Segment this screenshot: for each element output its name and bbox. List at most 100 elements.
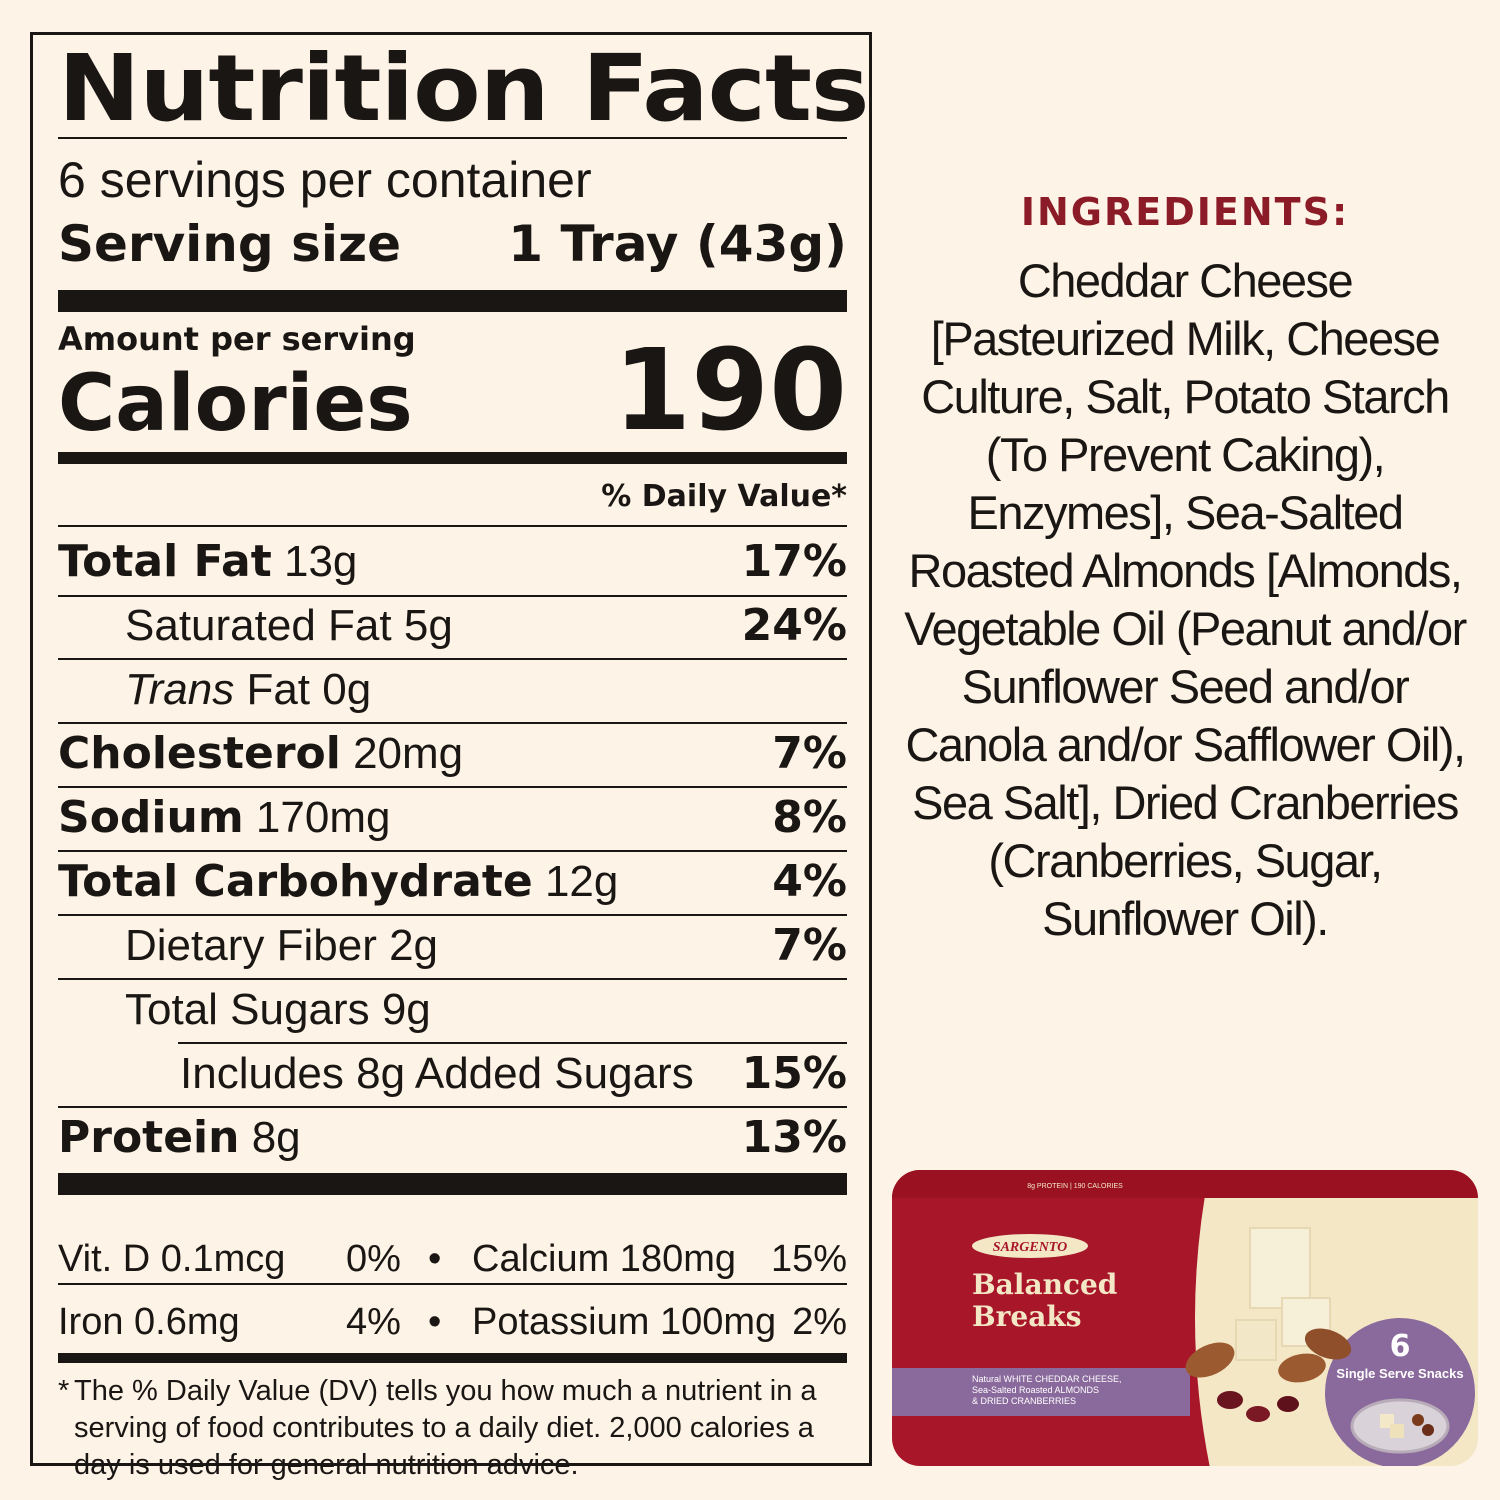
product-name-line2: Breaks: [972, 1300, 1082, 1333]
nutrient-name-suffix: Fat: [246, 665, 311, 714]
mineral-row: Vit. D 0.1mcg 0% • Calcium 180mg 15%: [58, 1238, 847, 1281]
nutrient-row-saturated-fat: Saturated Fat 5g 24%: [58, 597, 847, 657]
nutrient-row-total-sugars: Total Sugars 9g: [58, 981, 847, 1041]
nutrient-name: Cholesterol: [58, 728, 341, 779]
nutrient-row-total-fat: Total Fat 13g 17%: [58, 533, 847, 593]
mineral-left-dv: 4%: [346, 1301, 401, 1343]
mineral-left: Iron 0.6mg: [58, 1301, 240, 1343]
nutrient-row-dietary-fiber: Dietary Fiber 2g 7%: [58, 917, 847, 977]
divider: [58, 1106, 847, 1108]
nutrition-title: Nutrition Facts: [58, 35, 870, 142]
nutrient-amount: 12g: [544, 857, 619, 906]
nutrient-dv: 8%: [772, 792, 847, 843]
mineral-right-dv: 15%: [770, 1238, 847, 1280]
daily-value-header: % Daily Value*: [601, 479, 847, 514]
nutrient-amount: 0g: [322, 665, 372, 714]
nutrient-name: Saturated Fat: [125, 601, 392, 650]
package-description-band: [892, 1368, 1190, 1416]
divider: [58, 1283, 847, 1285]
cranberry-icon: [1217, 1391, 1243, 1409]
divider: [58, 595, 847, 597]
nutrition-facts-panel: Nutrition Facts 6 servings per container…: [30, 32, 872, 1481]
calories-value: 190: [613, 326, 847, 456]
nutrient-name: Sodium: [58, 792, 244, 843]
divider: [58, 658, 847, 660]
brand-logo-oval: [972, 1234, 1088, 1258]
nutrient-row-sodium: Sodium 170mg 8%: [58, 789, 847, 849]
nutrient-dv: 4%: [772, 856, 847, 907]
nutrient-amount: 5g: [403, 601, 453, 650]
footnote-text: The % Daily Value (DV) tells you how muc…: [74, 1375, 817, 1481]
nutrient-name: Total Carbohydrate: [58, 856, 533, 907]
thick-divider: [58, 1353, 847, 1363]
nutrient-amount: 8g: [251, 1113, 301, 1162]
nutrient-dv: 15%: [741, 1048, 847, 1099]
product-name-line1: Balanced: [972, 1268, 1117, 1301]
nutrient-amount: 20mg: [353, 729, 464, 778]
nutrient-amount: 170mg: [255, 793, 391, 842]
divider: [58, 850, 847, 852]
divider: [58, 137, 847, 139]
nutrient-dv: 7%: [772, 728, 847, 779]
almond-icon: [1278, 1353, 1326, 1383]
nutrient-amount: 9g: [381, 985, 431, 1034]
almond-icon: [1185, 1342, 1235, 1378]
package-count: 6: [1390, 1329, 1411, 1364]
divider: [178, 1042, 847, 1044]
thick-divider: [58, 1173, 847, 1195]
nutrient-row-protein: Protein 8g 13%: [58, 1109, 847, 1169]
bullet: •: [428, 1238, 442, 1280]
product-package-image: 8g PROTEIN | 190 CALORIES SARGENTO Balan…: [892, 1170, 1478, 1466]
almond-icon: [1412, 1414, 1424, 1426]
product-desc-line3: & DRIED CRANBERRIES: [972, 1396, 1076, 1406]
calories-label: Calories: [58, 359, 413, 449]
nutrient-name: Total Sugars: [125, 985, 370, 1034]
nutrient-row-trans-fat: Trans Fat 0g: [58, 661, 847, 721]
cranberry-icon: [1246, 1406, 1270, 1422]
product-desc-line1: Natural WHITE CHEDDAR CHEESE,: [972, 1374, 1122, 1384]
ingredients-title: INGREDIENTS:: [1020, 190, 1350, 234]
nutrient-amount: 13g: [283, 537, 358, 586]
mineral-left-dv: 0%: [346, 1238, 401, 1280]
package-count-label: Single Serve Snacks: [1336, 1366, 1463, 1381]
nutrient-row-cholesterol: Cholesterol 20mg 7%: [58, 725, 847, 785]
nutrient-name: Dietary Fiber: [125, 921, 377, 970]
divider: [58, 525, 847, 527]
package-lid-band: [892, 1170, 1478, 1198]
cheese-cube-icon: [1235, 1319, 1277, 1361]
daily-value-footnote: * The % Daily Value (DV) tells you how m…: [58, 1373, 847, 1484]
servings-per-container: 6 servings per container: [58, 152, 592, 208]
brand-logo: SARGENTO: [993, 1240, 1067, 1255]
divider: [58, 786, 847, 788]
ingredients-text: Cheddar Cheese [Pasteurized Milk, Cheese…: [904, 254, 1467, 945]
serving-size-value: 1 Tray (43g): [508, 215, 847, 273]
nutrient-name: Protein: [58, 1112, 240, 1163]
product-desc-line2: Sea-Salted Roasted ALMONDS: [972, 1385, 1099, 1395]
cheese-block-icon: [1249, 1227, 1311, 1309]
serving-size-label: Serving size: [58, 215, 402, 273]
mineral-right: Calcium 180mg: [472, 1238, 736, 1280]
amount-per-serving: Amount per serving: [58, 320, 416, 358]
cheese-cube-icon: [1390, 1424, 1404, 1438]
nutrient-dv: 24%: [741, 600, 847, 651]
nutrient-dv: 13%: [741, 1112, 847, 1163]
mineral-left: Vit. D 0.1mcg: [58, 1238, 286, 1280]
nutrient-dv: 17%: [741, 536, 847, 587]
nutrient-row-total-carbohydrate: Total Carbohydrate 12g 4%: [58, 853, 847, 913]
cranberry-icon: [1277, 1396, 1299, 1412]
serving-size: Serving size 1 Tray (43g): [58, 219, 847, 269]
nutrient-dv: 7%: [772, 920, 847, 971]
bullet: •: [428, 1301, 442, 1343]
divider: [58, 914, 847, 916]
thick-divider: [58, 452, 847, 464]
nutrient-amount: 2g: [389, 921, 439, 970]
package-top-note: 8g PROTEIN | 190 CALORIES: [1027, 1183, 1123, 1190]
mineral-row: Iron 0.6mg 4% • Potassium 100mg 2%: [58, 1301, 847, 1344]
almond-icon: [1422, 1424, 1434, 1436]
nutrient-row-added-sugars: Includes 8g Added Sugars 15%: [58, 1045, 847, 1105]
footnote-star: *: [58, 1375, 70, 1407]
divider: [58, 978, 847, 980]
mineral-right: Potassium 100mg: [472, 1301, 777, 1343]
nutrient-name: Includes 8g Added Sugars: [180, 1049, 694, 1098]
mineral-right-dv: 2%: [792, 1301, 847, 1343]
